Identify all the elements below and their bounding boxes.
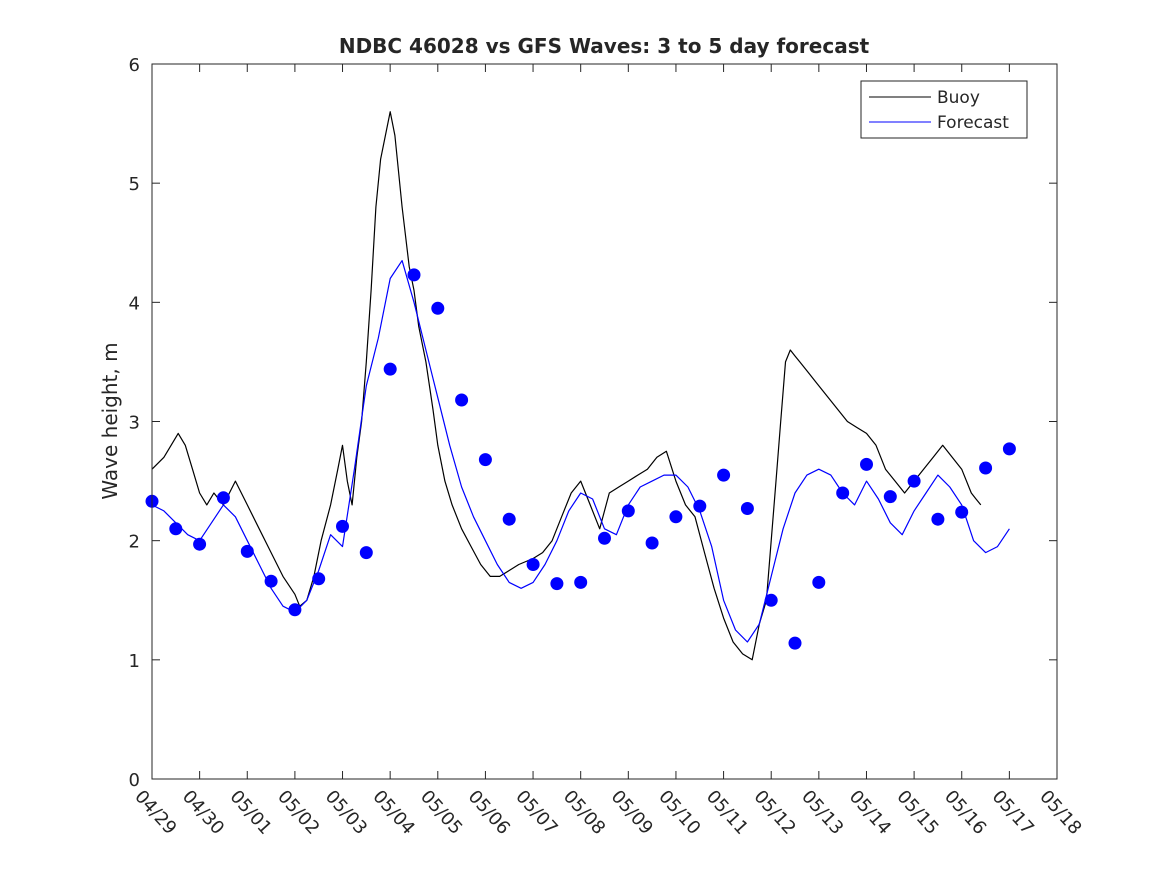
forecast-point	[336, 519, 349, 533]
forecast-point	[431, 301, 445, 315]
forecast-point	[312, 572, 326, 586]
forecast-point	[216, 491, 230, 505]
forecast-point	[836, 486, 850, 500]
y-axis-label: Wave height, m	[98, 342, 122, 499]
forecast-point	[812, 575, 826, 589]
y-axis: 0 1 2 3 4 5 6	[129, 55, 1057, 791]
forecast-point	[193, 537, 207, 551]
legend-label-buoy: Buoy	[937, 88, 980, 108]
forecast-point	[955, 505, 969, 519]
forecast-point	[550, 577, 564, 591]
forecast-point	[907, 474, 921, 488]
y-tick-label: 3	[129, 413, 140, 434]
forecast-point	[669, 510, 683, 524]
forecast-point	[264, 574, 278, 588]
forecast-point	[598, 531, 611, 545]
y-tick-label: 0	[129, 770, 140, 791]
y-tick-label: 4	[129, 293, 140, 314]
legend-label-forecast: Forecast	[937, 113, 1009, 133]
y-tick-label: 1	[129, 651, 140, 672]
y-tick-label: 6	[129, 55, 140, 76]
forecast-point	[693, 499, 707, 513]
forecast-point	[169, 522, 183, 536]
forecast-point	[1002, 442, 1016, 456]
forecast-point	[979, 461, 993, 475]
forecast-point	[645, 536, 659, 550]
forecast-point	[740, 502, 754, 515]
forecast-point	[931, 512, 945, 526]
forecast-point	[240, 544, 254, 558]
forecast-point	[455, 393, 469, 407]
forecast-point	[359, 546, 373, 560]
forecast-point	[383, 362, 397, 376]
chart-title: NDBC 46028 vs GFS Waves: 3 to 5 day fore…	[339, 34, 870, 58]
forecast-point	[526, 558, 540, 571]
legend: Buoy Forecast	[860, 80, 1028, 139]
forecast-point	[407, 268, 421, 282]
forecast-point	[288, 603, 302, 617]
forecast-point	[574, 575, 588, 589]
forecast-point	[883, 490, 897, 504]
forecast-point	[764, 593, 778, 607]
forecast-point	[788, 636, 802, 650]
forecast-point	[621, 504, 635, 518]
forecast-point	[860, 457, 873, 471]
legend-box	[860, 80, 1028, 139]
forecast-point	[502, 512, 516, 526]
forecast-point	[478, 453, 492, 467]
y-tick-label: 5	[129, 174, 140, 195]
forecast-point	[717, 468, 731, 482]
y-tick-label: 2	[129, 532, 140, 553]
